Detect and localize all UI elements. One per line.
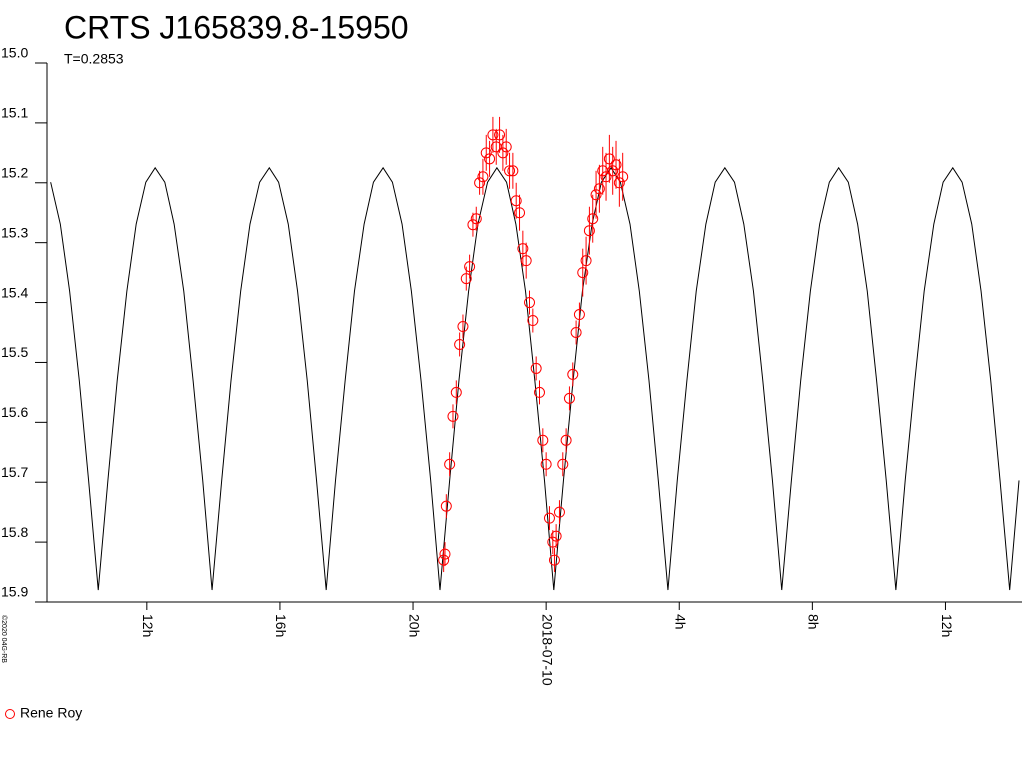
data-point [504, 165, 516, 177]
data-point [570, 327, 582, 338]
data-point [514, 207, 526, 219]
x-tick-label: 4h [673, 614, 689, 630]
data-point [524, 297, 536, 309]
data-point [460, 273, 472, 285]
x-tick-label: 12h [939, 614, 955, 637]
data-point [577, 267, 589, 279]
data-point [464, 261, 476, 273]
data-point [457, 321, 469, 333]
data-point [477, 171, 489, 183]
chart-title: CRTS J165839.8-15950 [64, 9, 409, 45]
data-point [567, 368, 579, 380]
data-point [440, 500, 452, 512]
data-point [587, 213, 599, 225]
data-point [474, 177, 486, 189]
x-tick-label: 20h [406, 614, 422, 637]
legend-label: Rene Roy [20, 705, 82, 721]
data-point [547, 536, 559, 548]
data-point [497, 147, 509, 159]
x-tick-label: 8h [806, 614, 822, 630]
data-point [560, 434, 572, 446]
y-tick-label: 15.2 [1, 164, 28, 180]
legend-marker [5, 709, 15, 719]
data-point [573, 309, 585, 321]
x-tick-label: 2018-07-10 [539, 614, 555, 686]
x-tick-label: 12h [140, 614, 156, 637]
y-tick-label: 15.5 [1, 344, 28, 360]
data-point [454, 338, 466, 350]
data-point [540, 458, 552, 470]
data-point [548, 554, 560, 566]
data-point [603, 153, 615, 165]
data-point [494, 129, 506, 141]
data-point [537, 434, 549, 446]
data-point [484, 153, 496, 165]
data-point [593, 183, 605, 195]
data-point [520, 255, 532, 267]
data-point [467, 219, 479, 231]
data-point [480, 147, 492, 159]
data-point [500, 141, 512, 153]
data-point [533, 386, 545, 398]
data-point [613, 177, 625, 189]
y-tick-label: 15.4 [1, 284, 28, 300]
x-tick-label: 16h [273, 614, 289, 637]
data-point [487, 129, 499, 141]
data-point [617, 171, 629, 183]
y-tick-label: 15.1 [1, 105, 28, 121]
y-tick-label: 15.8 [1, 524, 28, 540]
data-point [517, 243, 529, 255]
data-point [583, 225, 595, 237]
data-point [444, 458, 456, 470]
model-curve [50, 166, 1020, 591]
y-tick-label: 15.7 [1, 464, 28, 480]
credit: ©2020 04G-RB [0, 615, 8, 663]
y-tick-label: 15.9 [1, 584, 28, 600]
data-point [543, 512, 555, 524]
data-point [439, 548, 451, 560]
data-point [600, 171, 612, 183]
y-tick-label: 15.3 [1, 224, 28, 240]
data-point [527, 315, 539, 327]
data-point [510, 195, 522, 207]
data-point [563, 392, 575, 404]
data-point [507, 165, 519, 177]
y-tick-label: 15.6 [1, 404, 28, 420]
data-point [438, 554, 450, 566]
chart-subtitle: T=0.2853 [64, 51, 124, 67]
data-point [590, 189, 602, 201]
data-point [550, 530, 562, 542]
y-tick-label: 15.0 [1, 45, 28, 61]
data-point [553, 506, 565, 518]
data-point [607, 165, 619, 177]
data-point [450, 386, 462, 398]
data-point [580, 255, 592, 267]
data-point [610, 159, 622, 171]
data-point [447, 410, 459, 422]
data-point [557, 458, 569, 470]
data-point [470, 213, 482, 225]
data-point [530, 362, 542, 374]
